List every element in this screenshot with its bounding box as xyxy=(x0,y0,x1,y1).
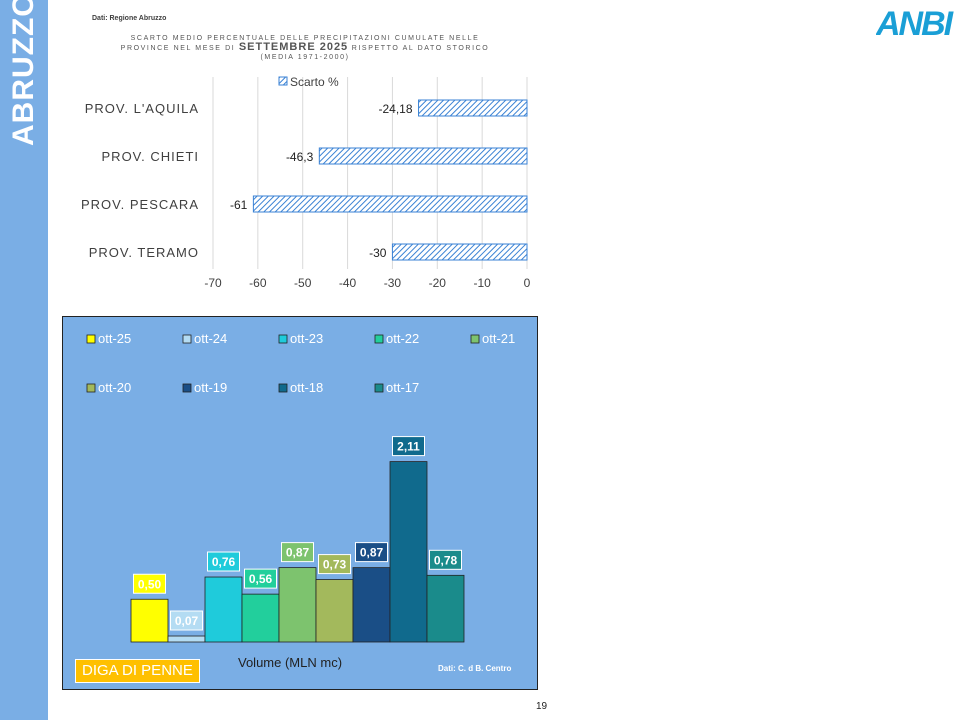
legend-label: ott-23 xyxy=(290,331,323,346)
data-label: 0,87 xyxy=(286,546,310,560)
legend-swatch xyxy=(182,334,192,344)
legend-label: ott-20 xyxy=(98,380,131,395)
data-label-box xyxy=(392,436,425,457)
region-title: ABRUZZO xyxy=(7,0,40,146)
bar xyxy=(315,579,354,643)
category-label: PROV. CHIETI xyxy=(102,149,199,164)
legend-label: ott-21 xyxy=(482,331,515,346)
category-label: PROV. L'AQUILA xyxy=(85,101,199,116)
bar xyxy=(252,195,528,213)
chart1-title-part2: RISPETTO AL DATO STORICO xyxy=(351,45,490,52)
chart1-title-highlight: SETTEMBRE 2025 xyxy=(238,41,349,53)
data-label: -61 xyxy=(230,198,248,212)
precipitation-chart: -70 -60 -50 -40 -30 -20 -10 0 Scarto % PROV. L'AQ… xyxy=(81,75,531,290)
anbi-logo-text: ANBI xyxy=(876,5,955,40)
legend-swatch xyxy=(374,383,384,393)
data-label-box xyxy=(133,573,166,594)
data-label: 0,07 xyxy=(175,614,199,628)
category-label: PROV. TERAMO xyxy=(89,245,199,260)
category-label: PROV. PESCARA xyxy=(81,197,199,212)
legend-label: ott-18 xyxy=(290,380,323,395)
x-tick-label: -20 xyxy=(429,276,447,290)
legend-label: ott-25 xyxy=(98,331,131,346)
bar xyxy=(241,593,280,643)
legend-label: ott-24 xyxy=(194,331,227,346)
data-label: -24,18 xyxy=(379,102,413,116)
legend-swatch xyxy=(374,334,384,344)
data-label: 0,50 xyxy=(138,577,162,591)
data-label: 0,76 xyxy=(212,555,236,569)
legend-swatch xyxy=(86,334,96,344)
data-label-box xyxy=(244,568,277,589)
bar xyxy=(130,598,169,643)
page-number: 19 xyxy=(536,701,548,712)
x-tick-label: -60 xyxy=(249,276,267,290)
source-regione: Dati: Regione Abruzzo xyxy=(92,15,167,22)
legend-swatch xyxy=(86,383,96,393)
data-label-box xyxy=(429,549,462,570)
legend-swatch xyxy=(278,334,288,344)
bar xyxy=(418,99,528,117)
legend-swatch xyxy=(278,383,288,393)
anbi-logo: ANBI xyxy=(876,5,956,40)
data-label-box xyxy=(355,542,388,563)
bar xyxy=(167,635,206,643)
bar xyxy=(426,574,465,643)
x-tick-label: -40 xyxy=(339,276,357,290)
x-tick-label: -70 xyxy=(204,276,222,290)
side-band xyxy=(0,0,48,720)
data-label-box xyxy=(170,610,203,631)
x-tick-label: -50 xyxy=(294,276,312,290)
data-label-box xyxy=(281,542,314,563)
legend-swatch xyxy=(182,383,192,393)
bar xyxy=(278,567,317,643)
legend-label: ott-17 xyxy=(386,380,419,395)
diga-panel: ott-25 ott-24 ott-23 ott-22 ott-21 ott-20 ott-… xyxy=(62,316,538,690)
data-label: -30 xyxy=(369,246,387,260)
legend-swatch xyxy=(470,334,480,344)
legend-swatch xyxy=(278,76,288,86)
volume-axis-label: Volume (MLN mc) xyxy=(238,655,343,670)
legend-label: ott-19 xyxy=(194,380,227,395)
reservoir-label: DIGA DI PENNE xyxy=(75,659,200,683)
x-tick-label: -10 xyxy=(473,276,491,290)
data-label: -46,3 xyxy=(286,150,314,164)
bar xyxy=(391,243,528,261)
data-label: 0,56 xyxy=(249,572,273,586)
data-label-box xyxy=(207,551,240,572)
data-label: 0,87 xyxy=(360,546,384,560)
bar xyxy=(318,147,528,165)
chart1-title: SCARTO MEDIO PERCENTUALE DELLE PRECIPITA… xyxy=(110,34,500,62)
bar xyxy=(352,567,391,643)
legend-label: Scarto % xyxy=(290,75,339,89)
bar xyxy=(389,461,428,643)
chart1-subtitle: (MEDIA 1971-2000) xyxy=(260,54,350,61)
data-label: 2,11 xyxy=(397,440,420,454)
data-label: 0,78 xyxy=(434,553,458,567)
bar xyxy=(204,576,243,643)
data-label: 0,73 xyxy=(323,558,347,572)
x-tick-label: 0 xyxy=(524,276,531,290)
legend-label: ott-22 xyxy=(386,331,419,346)
diga-volume-chart: ott-25 ott-24 ott-23 ott-22 ott-21 ott-20 ott-… xyxy=(86,331,515,643)
x-tick-label: -30 xyxy=(384,276,402,290)
chart1-title-part1: SCARTO MEDIO PERCENTUALE DELLE PRECIPITA… xyxy=(120,35,480,52)
source-cdb: Dati: C. d B. Centro xyxy=(438,664,512,673)
data-label-box xyxy=(318,554,351,575)
